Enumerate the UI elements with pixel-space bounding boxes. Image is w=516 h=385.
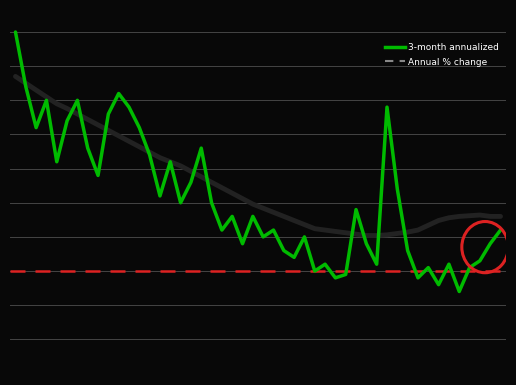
Legend: 3-month annualized, Annual % change: 3-month annualized, Annual % change [383, 42, 501, 69]
